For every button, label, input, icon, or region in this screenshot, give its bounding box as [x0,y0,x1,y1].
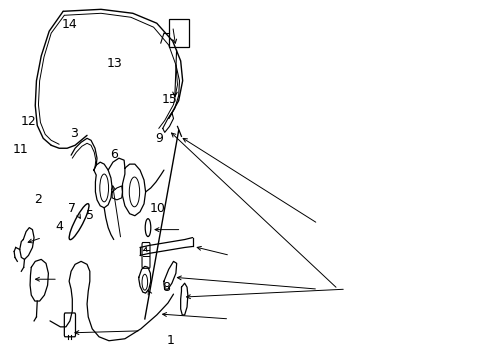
Text: 13: 13 [106,57,122,71]
Text: 5: 5 [86,209,94,222]
Text: 1: 1 [166,334,175,347]
Text: 7: 7 [67,202,75,215]
Text: 3: 3 [70,127,78,140]
Text: 2: 2 [34,193,42,206]
Text: 8: 8 [162,281,170,294]
Text: 14: 14 [61,18,77,31]
Text: 10: 10 [149,202,165,215]
Text: 9: 9 [155,132,163,145]
Text: 4: 4 [55,220,62,233]
Text: 11: 11 [13,143,29,156]
Text: 12: 12 [21,114,37,127]
Text: 15: 15 [162,93,178,106]
Text: 6: 6 [110,148,118,162]
